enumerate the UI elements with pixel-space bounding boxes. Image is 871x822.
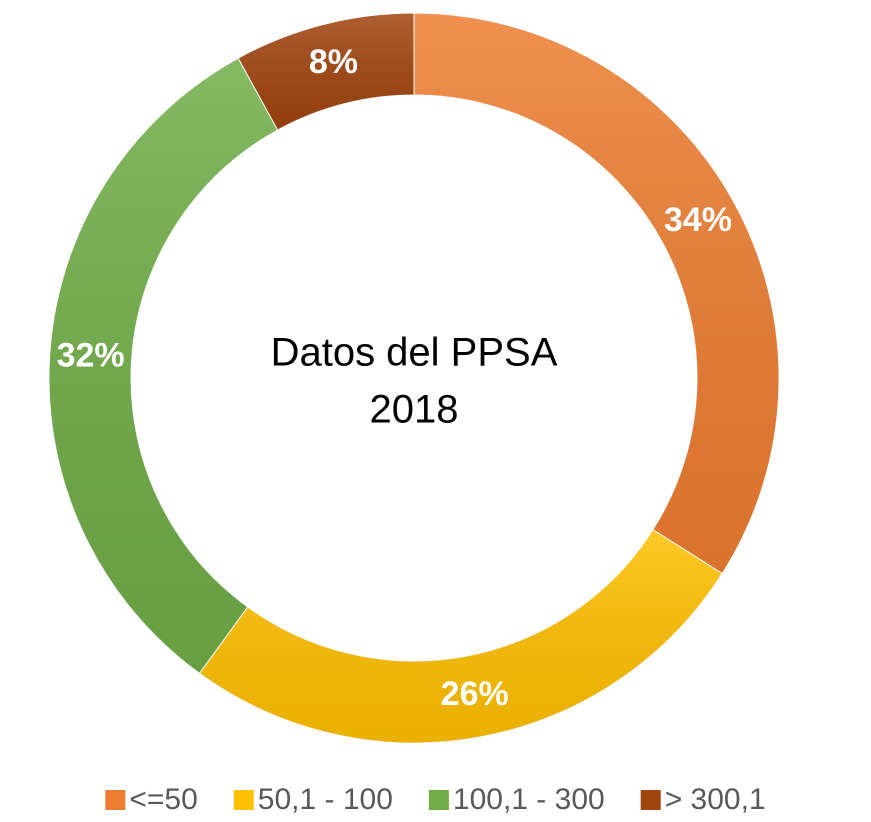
segment-shade — [199, 529, 723, 743]
data-label: 8% — [309, 43, 358, 81]
center-title: 2018 — [370, 388, 459, 432]
legend: <=50 50,1 - 100 100,1 - 300 > 300,1 — [105, 783, 766, 816]
data-label: 34% — [664, 201, 732, 239]
data-label: 26% — [441, 675, 509, 713]
legend-swatch — [428, 790, 449, 810]
legend-label: <=50 — [129, 783, 197, 816]
data-label: 32% — [57, 337, 125, 375]
legend-swatch — [105, 790, 126, 810]
legend-label: 50,1 - 100 — [258, 783, 393, 816]
legend-swatch — [640, 790, 661, 810]
legend-label: > 300,1 — [665, 783, 766, 816]
center-title: Datos del PPSA — [271, 331, 558, 375]
legend-swatch — [233, 790, 254, 810]
segment-shade — [414, 13, 779, 574]
segment-shade — [48, 58, 278, 674]
legend-label: 100,1 - 300 — [453, 783, 605, 816]
segment-shade — [238, 13, 414, 131]
